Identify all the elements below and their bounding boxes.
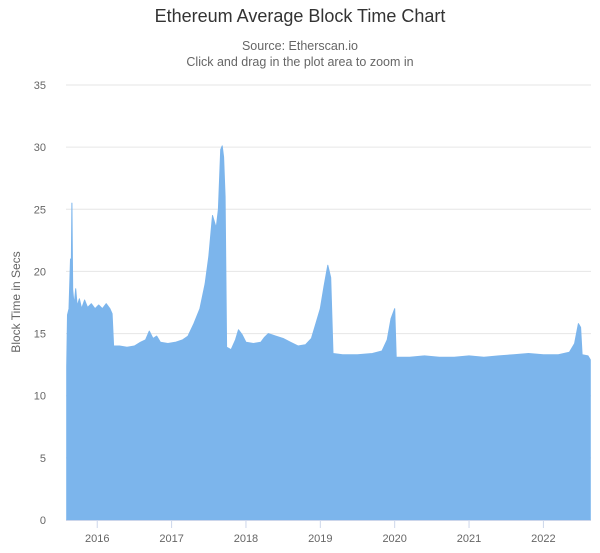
y-tick-label: 15	[34, 329, 46, 341]
x-axis: 2016 2017 2018 2019 2020 2021 2022	[66, 520, 591, 545]
y-tick-label: 20	[34, 266, 46, 278]
x-tick-label: 2020	[382, 533, 406, 545]
x-tick-label: 2016	[85, 533, 109, 545]
x-tick-label: 2019	[308, 533, 332, 545]
x-tick-label: 2017	[159, 533, 183, 545]
x-tick-label: 2022	[531, 533, 555, 545]
chart-subtitle-source: Source: Etherscan.io	[242, 39, 358, 53]
x-tick-label: 2018	[234, 533, 258, 545]
chart-title: Ethereum Average Block Time Chart	[155, 6, 446, 26]
y-tick-label: 10	[34, 391, 46, 403]
y-tick-label: 25	[34, 204, 46, 216]
y-tick-label: 30	[34, 142, 46, 154]
y-tick-label: 5	[40, 453, 46, 465]
y-axis-title: Block Time in Secs	[9, 251, 23, 352]
y-tick-label: 0	[40, 515, 46, 527]
block-time-area-series[interactable]	[66, 145, 591, 521]
y-tick-label: 35	[34, 80, 46, 92]
x-tick-label: 2021	[457, 533, 481, 545]
y-axis: 0 5 10 15 20 25 30 35	[34, 80, 46, 527]
plot-area[interactable]	[66, 145, 591, 521]
chart-subtitle-zoom-hint: Click and drag in the plot area to zoom …	[186, 55, 413, 69]
